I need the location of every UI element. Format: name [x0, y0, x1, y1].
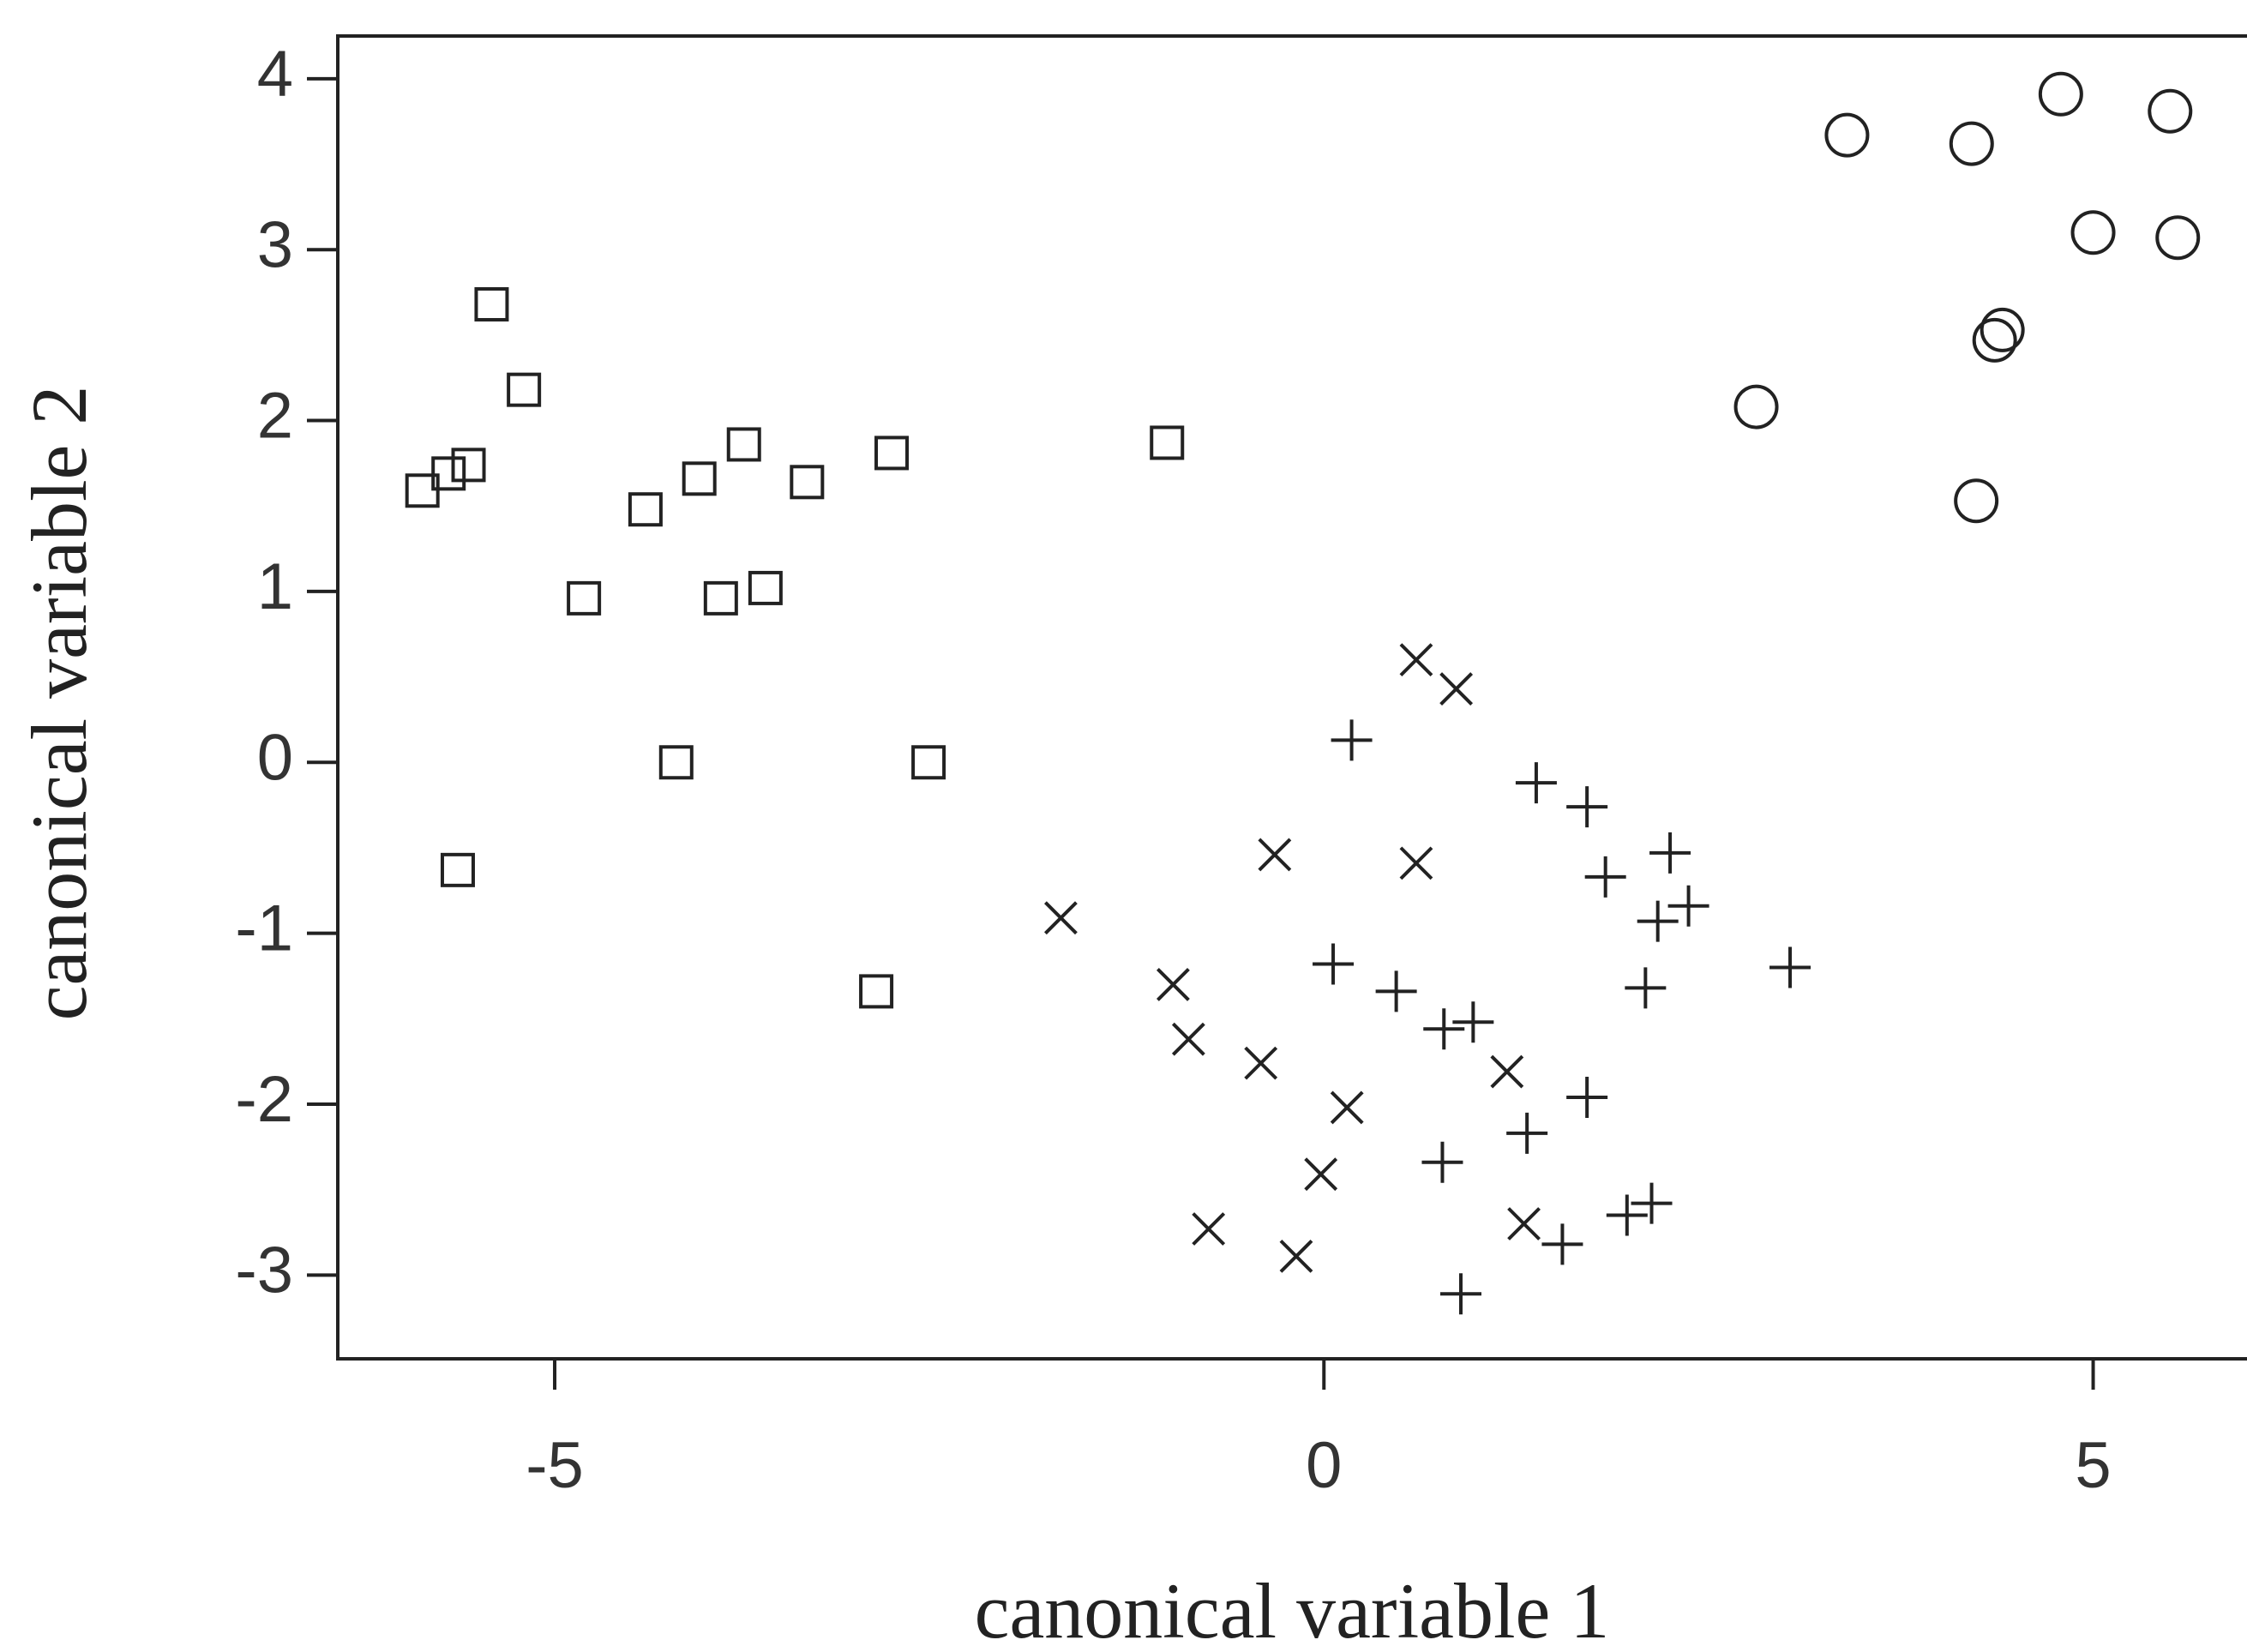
- y-tick-label: 0: [257, 721, 293, 794]
- circle-point: [2148, 88, 2193, 134]
- x-point: [1157, 967, 1190, 1001]
- plus-point: [1625, 967, 1667, 1009]
- circle-point: [1972, 317, 2017, 363]
- x-point: [1399, 846, 1433, 880]
- circle-point: [1980, 307, 2025, 352]
- x-point: [1279, 1239, 1313, 1273]
- x-point: [1044, 901, 1078, 935]
- x-point: [1192, 1212, 1226, 1246]
- circle-point: [2038, 71, 2083, 117]
- y-tick-label: 2: [257, 380, 293, 453]
- y-tick-label: 3: [257, 208, 293, 281]
- x-point: [1171, 1022, 1205, 1056]
- x-tick-label: 5: [2075, 1429, 2111, 1502]
- y-tick-label: 1: [257, 550, 293, 623]
- square-point: [748, 570, 783, 605]
- square-point: [911, 745, 946, 780]
- plus-point: [1631, 1182, 1673, 1224]
- square-point: [726, 427, 761, 462]
- x-point: [1490, 1054, 1524, 1089]
- circle-point: [2155, 215, 2201, 261]
- plus-point: [1452, 1001, 1494, 1043]
- square-point: [874, 436, 910, 471]
- x-tick-label: 0: [1306, 1429, 1342, 1502]
- y-tick-label: -2: [235, 1063, 293, 1136]
- square-point: [567, 580, 602, 616]
- circle-point: [2070, 210, 2116, 255]
- x-point: [1244, 1046, 1278, 1080]
- square-point: [628, 492, 663, 527]
- x-point: [1330, 1090, 1364, 1125]
- y-tick-label: -3: [235, 1234, 293, 1307]
- plus-point: [1637, 900, 1679, 942]
- y-tick-label: -1: [235, 892, 293, 965]
- x-point: [1258, 838, 1292, 872]
- plus-point: [1375, 970, 1417, 1012]
- plus-point: [1541, 1223, 1583, 1265]
- square-point: [703, 580, 738, 616]
- plus-point: [1566, 786, 1608, 828]
- square-point: [507, 372, 542, 407]
- plus-point: [1649, 832, 1691, 874]
- circle-point: [1824, 112, 1870, 158]
- plus-point: [1769, 946, 1811, 988]
- plus-point: [1515, 762, 1557, 804]
- y-axis-label: canonical variable 2: [15, 386, 103, 1021]
- x-point: [1439, 672, 1474, 706]
- x-point: [1304, 1157, 1338, 1192]
- plus-point: [1421, 1141, 1463, 1183]
- plus-point: [1566, 1076, 1608, 1118]
- plus-point: [1313, 943, 1355, 985]
- plot-frame: [336, 34, 2247, 1361]
- plus-point: [1423, 1008, 1465, 1050]
- square-point: [451, 448, 486, 483]
- plus-point: [1606, 1194, 1648, 1236]
- square-point: [440, 852, 475, 887]
- circle-point: [1733, 384, 1779, 430]
- square-point: [1150, 425, 1185, 460]
- x-point: [1399, 643, 1433, 677]
- square-point: [658, 745, 694, 780]
- circle-point: [1954, 478, 1999, 524]
- plus-point: [1667, 885, 1709, 927]
- square-point: [790, 465, 825, 500]
- plus-point: [1440, 1273, 1481, 1315]
- plus-point: [1584, 856, 1626, 898]
- plus-point: [1331, 719, 1373, 761]
- circle-point: [1949, 121, 1994, 166]
- x-tick-label: -5: [526, 1429, 584, 1502]
- square-point: [859, 974, 894, 1009]
- plus-point: [1506, 1112, 1548, 1154]
- square-point: [474, 286, 509, 321]
- y-tick-label: 4: [257, 38, 293, 111]
- square-point: [682, 461, 717, 496]
- x-axis-label: canonical variable 1: [975, 1567, 1610, 1652]
- square-point: [431, 456, 466, 491]
- x-point: [1507, 1207, 1541, 1241]
